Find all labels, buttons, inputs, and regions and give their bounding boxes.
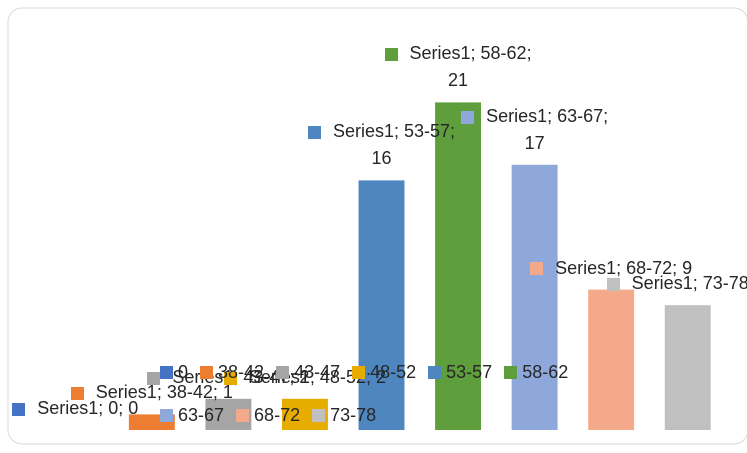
label-key: [12, 402, 26, 416]
legend-item: 53-57: [428, 362, 492, 383]
data-label-text: Series1; 63-67; 17: [486, 105, 609, 153]
legend-label: 43-47: [294, 362, 341, 382]
legend-item: 58-62: [504, 362, 568, 383]
bar: [511, 164, 558, 431]
data-label-text: Series1; 73-78; 8: [631, 273, 747, 294]
legend-key: [160, 366, 173, 379]
data-label: Series1; 73-78; 8: [603, 270, 747, 297]
data-label: Series1; 68-72; 9: [526, 255, 696, 282]
legend-key: [504, 366, 518, 379]
legend: 0 38-42 43-47 48-52 53-57 58-62 63-67 68-72 73-7…: [160, 362, 630, 426]
legend-item: 73-78: [312, 405, 376, 426]
data-label: Series1; 53-57; 16: [297, 118, 467, 172]
label-key: [384, 48, 398, 62]
label-key: [530, 262, 544, 276]
legend-item: 38-42: [200, 362, 264, 383]
data-label-text: Series1; 68-72; 9: [555, 257, 693, 278]
label-key: [606, 277, 620, 291]
legend-label: 53-57: [446, 362, 493, 382]
legend-key: [236, 409, 250, 422]
bar: [664, 305, 711, 430]
legend-label: 63-67: [178, 405, 225, 425]
legend-item: 0: [160, 362, 188, 383]
legend-key: [200, 366, 214, 379]
bar: [358, 180, 405, 430]
label-key: [461, 110, 475, 124]
legend-item: 43-47: [276, 362, 340, 383]
data-label-text: Series1; 0; 0: [37, 398, 139, 418]
data-label: Series1; 38-42; 1: [67, 379, 237, 406]
legend-item: 68-72: [236, 405, 300, 426]
legend-label: 58-62: [522, 362, 569, 382]
legend-key: [428, 366, 442, 379]
data-label-text: Series1; 38-42; 1: [95, 382, 233, 403]
legend-key: [312, 409, 326, 422]
data-label-text: Series1; 58-62; 21: [409, 43, 532, 91]
legend-item: 63-67: [160, 405, 224, 426]
legend-label: 38-42: [218, 362, 265, 382]
data-label: Series1; 63-67; 17: [450, 103, 620, 157]
label-key: [70, 387, 84, 401]
legend-key: [276, 366, 290, 379]
bar: [588, 289, 635, 430]
legend-label: 0: [178, 362, 189, 382]
legend-item: 48-52: [352, 362, 416, 383]
legend-label: 68-72: [254, 405, 301, 425]
data-label-text: Series1; 53-57; 16: [332, 121, 456, 169]
legend-label: 48-52: [370, 362, 417, 382]
data-label: Series1; 58-62; 21: [373, 40, 543, 94]
data-label: Series1; 0; 0: [0, 395, 160, 422]
label-key: [147, 371, 161, 385]
legend-label: 73-78: [330, 405, 377, 425]
legend-key: [352, 366, 366, 379]
label-key: [223, 371, 237, 385]
label-key: [307, 126, 321, 140]
chart-border: [7, 7, 747, 445]
legend-key: [160, 409, 173, 422]
bar: [435, 102, 482, 431]
